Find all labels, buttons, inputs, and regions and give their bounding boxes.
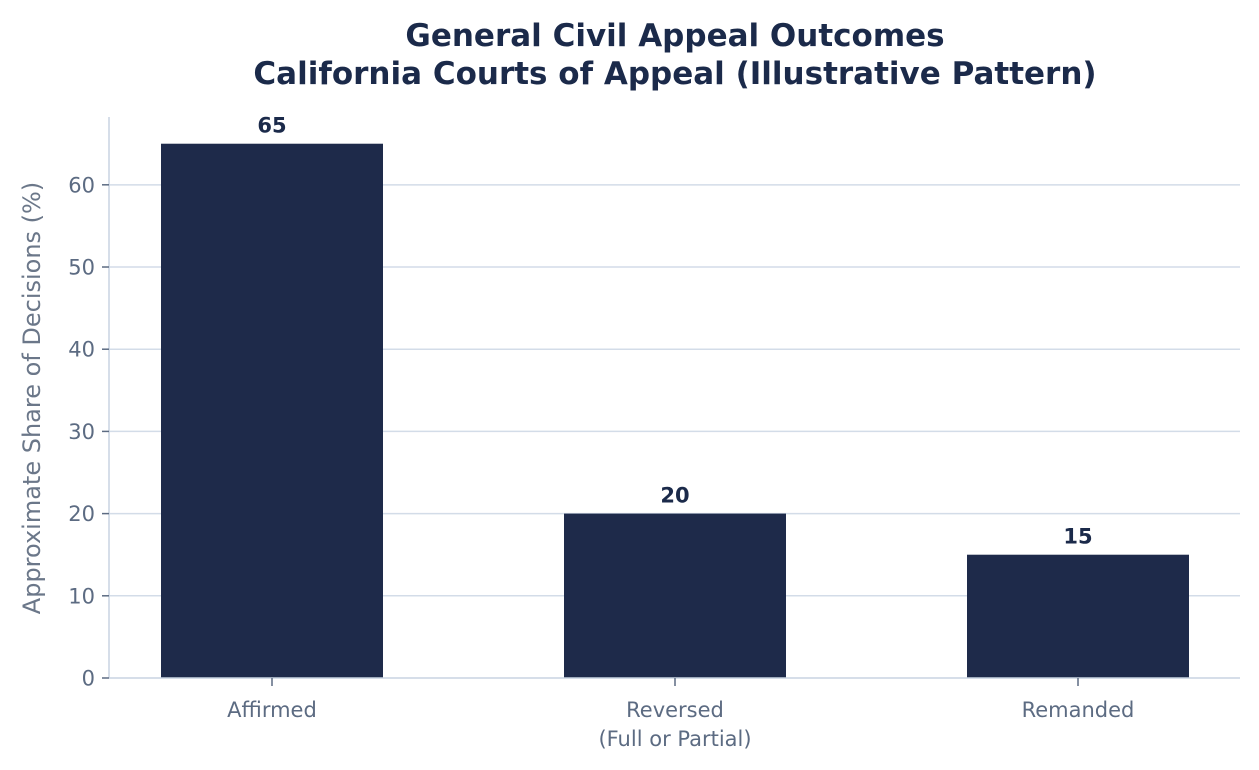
y-tick-label: 10 [68, 584, 95, 608]
y-axis-label: Approximate Share of Decisions (%) [18, 182, 46, 614]
bar-value-label: 20 [660, 484, 689, 508]
y-tick-label: 30 [68, 420, 95, 444]
y-axis-ticks: 0 10 20 30 40 50 60 [68, 173, 109, 691]
x-tick-label: Remanded [1022, 698, 1135, 722]
y-tick-label: 40 [68, 338, 95, 362]
bars [161, 143, 1189, 678]
bar [564, 513, 786, 678]
x-tick-label: Affirmed [227, 698, 317, 722]
bar-value-label: 65 [257, 114, 286, 138]
chart-title: General Civil Appeal Outcomes [405, 18, 944, 54]
bar [161, 143, 383, 678]
y-tick-label: 20 [68, 502, 95, 526]
x-axis-ticks: Affirmed Reversed (Full or Partial) Remande… [227, 678, 1134, 751]
x-tick-label: (Full or Partial) [598, 727, 751, 751]
x-tick-label: Reversed [626, 698, 724, 722]
y-tick-label: 0 [82, 667, 95, 691]
bar-value-label: 15 [1063, 525, 1092, 549]
value-labels: 65 20 15 [257, 114, 1092, 549]
chart-subtitle: California Courts of Appeal (Illustrativ… [253, 56, 1096, 92]
y-tick-label: 50 [68, 256, 95, 280]
y-tick-label: 60 [68, 173, 95, 197]
bar [967, 554, 1189, 678]
